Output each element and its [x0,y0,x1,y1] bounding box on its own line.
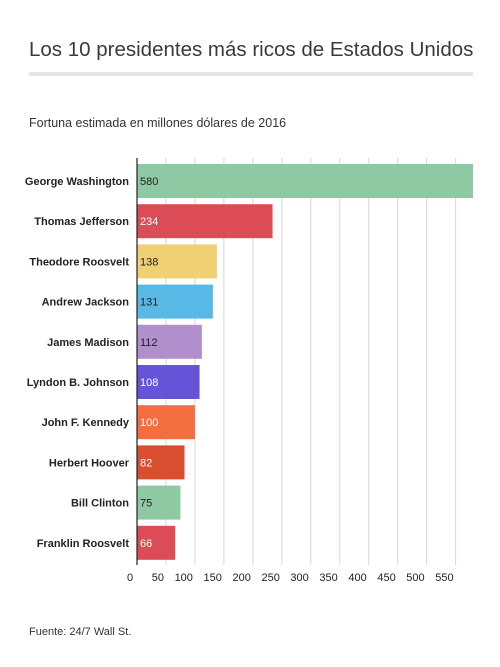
category-label-7: Herbert Hoover [49,457,130,469]
x-axis-tick-labels: 0 50 100 150 200 250 300 350 400 450 500 550 [127,572,454,584]
bar-value-label-9: 66 [140,538,152,550]
bar-value-label-5: 108 [140,377,158,389]
x-tick-label-200: 200 [233,572,251,584]
category-label-1: Thomas Jefferson [34,216,129,228]
x-tick-label-350: 350 [319,572,337,584]
category-label-2: Theodore Roosvelt [29,256,129,268]
bar-value-label-4: 112 [140,337,158,349]
bar-value-label-8: 75 [140,498,152,510]
bar-4 [137,324,202,359]
bar-2 [137,244,217,279]
category-label-3: Andrew Jackson [42,297,130,309]
category-label-8: Bill Clinton [71,498,129,510]
x-tick-label-450: 450 [377,572,395,584]
category-labels: George Washington Thomas Jefferson Theodor… [25,176,130,550]
title-divider [29,72,473,76]
bars: 580 234 138 131 112 108 100 82 75 66 [137,164,473,560]
category-label-9: Franklin Roosvelt [37,538,130,550]
x-tick-label-300: 300 [290,572,308,584]
chart-title: Los 10 presidentes más ricos de Estados … [29,38,474,61]
x-tick-label-550: 550 [435,572,453,584]
bar-6 [137,405,195,440]
category-label-0: George Washington [25,176,129,188]
bar-value-label-6: 100 [140,417,158,429]
bar-value-label-7: 82 [140,457,152,469]
bar-8 [137,485,181,520]
bar-value-label-0: 580 [140,176,158,188]
category-label-6: John F. Kennedy [42,417,130,429]
x-tick-label-500: 500 [406,572,424,584]
chart-subtitle: Fortuna estimada en millones dólares de … [29,116,287,130]
x-tick-label-100: 100 [175,572,193,584]
category-label-5: Lyndon B. Johnson [27,377,130,389]
bar-0 [137,164,473,198]
bar-value-label-2: 138 [140,256,158,268]
bar-1 [137,204,273,239]
x-tick-label-250: 250 [261,572,279,584]
source-note: Fuente: 24/7 Wall St. [29,626,132,638]
bar-9 [137,525,176,560]
x-tick-label-400: 400 [348,572,366,584]
bar-value-label-3: 131 [140,297,158,309]
x-tick-label-50: 50 [152,572,164,584]
x-tick-label-0: 0 [127,572,133,584]
bar-7 [137,445,185,480]
bar-5 [137,365,200,399]
bar-3 [137,284,213,319]
category-label-4: James Madison [47,337,129,349]
x-tick-label-150: 150 [204,572,222,584]
bar-value-label-1: 234 [140,216,158,228]
